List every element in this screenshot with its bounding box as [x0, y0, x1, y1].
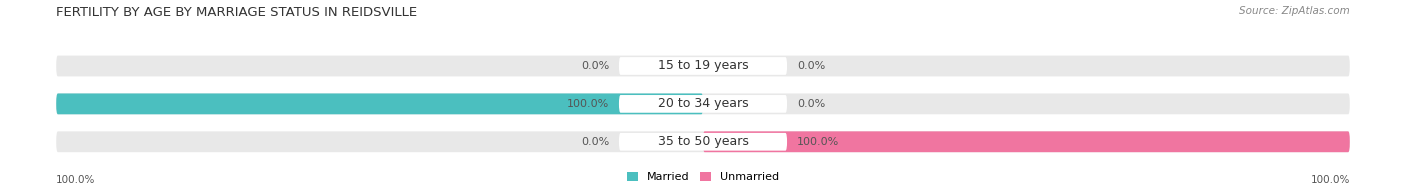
Text: Source: ZipAtlas.com: Source: ZipAtlas.com — [1239, 6, 1350, 16]
Legend: Married, Unmarried: Married, Unmarried — [621, 167, 785, 187]
FancyBboxPatch shape — [56, 56, 1350, 76]
Text: 15 to 19 years: 15 to 19 years — [658, 60, 748, 73]
Text: 0.0%: 0.0% — [581, 137, 609, 147]
FancyBboxPatch shape — [619, 57, 787, 75]
Text: 0.0%: 0.0% — [581, 61, 609, 71]
Text: 20 to 34 years: 20 to 34 years — [658, 97, 748, 110]
FancyBboxPatch shape — [703, 131, 1350, 152]
Text: FERTILITY BY AGE BY MARRIAGE STATUS IN REIDSVILLE: FERTILITY BY AGE BY MARRIAGE STATUS IN R… — [56, 6, 418, 19]
Text: 100.0%: 100.0% — [797, 137, 839, 147]
Text: 100.0%: 100.0% — [567, 99, 609, 109]
FancyBboxPatch shape — [56, 93, 703, 114]
FancyBboxPatch shape — [619, 95, 787, 113]
FancyBboxPatch shape — [56, 93, 1350, 114]
Text: 100.0%: 100.0% — [1310, 175, 1350, 185]
Text: 100.0%: 100.0% — [56, 175, 96, 185]
FancyBboxPatch shape — [56, 131, 1350, 152]
Text: 0.0%: 0.0% — [797, 99, 825, 109]
FancyBboxPatch shape — [619, 133, 787, 151]
Text: 35 to 50 years: 35 to 50 years — [658, 135, 748, 148]
Text: 0.0%: 0.0% — [797, 61, 825, 71]
